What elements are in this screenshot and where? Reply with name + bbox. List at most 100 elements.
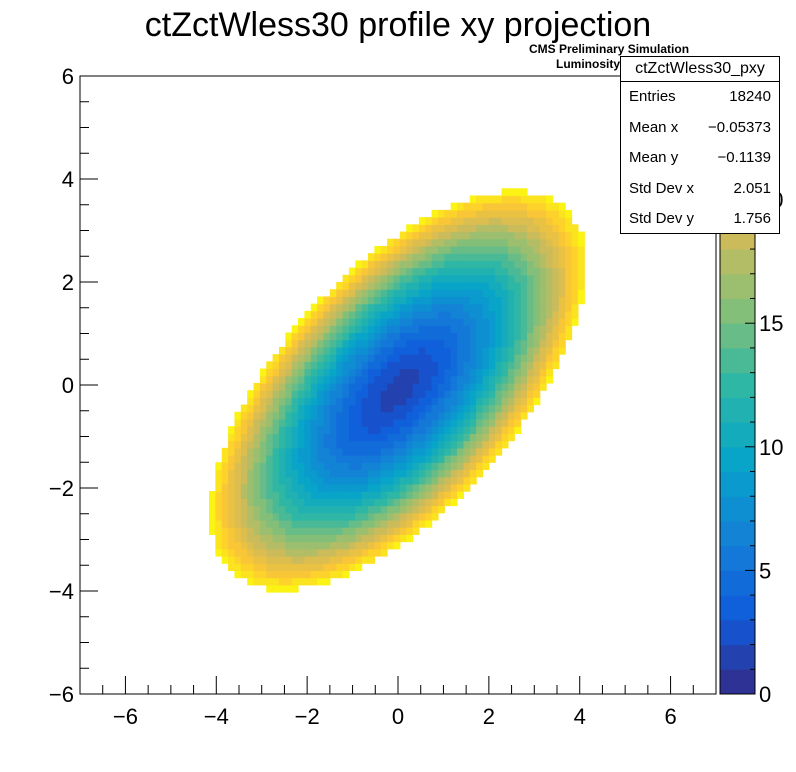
heatmap-cell: [234, 534, 242, 543]
heatmap-cell: [418, 433, 426, 442]
heatmap-cell: [329, 527, 337, 535]
heatmap-cell: [431, 346, 439, 355]
heatmap-cell: [387, 289, 395, 298]
heatmap-cell: [450, 375, 458, 384]
heatmap-cell: [329, 296, 337, 305]
heatmap-cell: [393, 318, 401, 326]
heatmap-cell: [444, 282, 452, 290]
heatmap-cell: [533, 332, 541, 341]
heatmap-cell: [368, 282, 375, 290]
heatmap-cell: [527, 310, 534, 319]
heatmap-cell: [291, 527, 299, 535]
heatmap-cell: [558, 274, 566, 283]
heatmap-cell: [406, 339, 414, 348]
heatmap-cell: [342, 339, 350, 348]
heatmap-cell: [546, 310, 554, 319]
heatmap-cell: [221, 447, 229, 456]
heatmap-cell: [533, 310, 541, 319]
heatmap-cell: [272, 375, 280, 384]
heatmap-cell: [399, 527, 407, 535]
heatmap-cell: [393, 245, 401, 254]
heatmap-cell: [253, 577, 261, 586]
heatmap-cell: [418, 483, 426, 492]
heatmap-cell: [507, 282, 515, 290]
heatmap-cell: [501, 404, 509, 413]
heatmap-cell: [514, 303, 522, 312]
heatmap-cell: [488, 289, 496, 298]
heatmap-cell: [412, 361, 420, 370]
heatmap-cell: [527, 325, 534, 334]
heatmap-cell: [348, 541, 356, 550]
heatmap-cell: [336, 491, 344, 499]
heatmap-cell: [463, 346, 471, 355]
heatmap-cell: [317, 541, 325, 550]
heatmap-cell: [431, 310, 439, 319]
heatmap-cell: [501, 296, 509, 305]
heatmap-cell: [450, 238, 458, 247]
heatmap-cell: [431, 253, 439, 261]
heatmap-cell: [444, 418, 452, 427]
heatmap-cell: [298, 447, 306, 456]
heatmap-cell: [298, 354, 306, 362]
heatmap-cell: [469, 462, 477, 471]
heatmap-cell: [209, 519, 216, 528]
heatmap-cell: [476, 440, 484, 449]
heatmap-cell: [476, 447, 484, 456]
heatmap-cell: [278, 534, 286, 543]
heatmap-cell: [329, 361, 337, 370]
heatmap-cell: [431, 361, 439, 370]
heatmap-cell: [368, 462, 375, 471]
heatmap-cell: [457, 289, 465, 298]
heatmap-cell: [457, 390, 465, 398]
heatmap-cell: [342, 433, 350, 442]
heatmap-cell: [431, 440, 439, 449]
heatmap-cell: [329, 534, 337, 543]
heatmap-cell: [565, 274, 573, 283]
heatmap-cell: [323, 505, 331, 514]
heatmap-cell: [577, 289, 585, 298]
heatmap-cell: [393, 498, 401, 507]
heatmap-cell: [387, 433, 395, 442]
heatmap-cell: [469, 426, 477, 435]
heatmap-cell: [520, 238, 528, 247]
heatmap-cell: [374, 260, 382, 269]
heatmap-cell: [520, 404, 528, 413]
heatmap-cell: [387, 332, 395, 341]
heatmap-cell: [259, 555, 267, 564]
heatmap-cell: [399, 368, 407, 377]
heatmap-cell: [291, 375, 299, 384]
heatmap-cell: [228, 426, 236, 435]
heatmap-cell: [259, 375, 267, 384]
heatmap-cell: [393, 512, 401, 521]
heatmap-cell: [552, 339, 560, 348]
heatmap-cell: [444, 332, 452, 341]
heatmap-cell: [361, 483, 369, 492]
heatmap-cell: [323, 483, 331, 492]
heatmap-cell: [418, 267, 426, 276]
heatmap-cell: [323, 541, 331, 550]
heatmap-cell: [304, 563, 312, 571]
heatmap-cell: [514, 426, 522, 435]
heatmap-cell: [355, 426, 363, 435]
heatmap-cell: [240, 491, 248, 499]
heatmap-cell: [527, 296, 534, 305]
heatmap-cell: [558, 267, 566, 276]
heatmap-cell: [533, 346, 541, 355]
heatmap-cell: [291, 368, 299, 377]
heatmap-cell: [253, 527, 261, 535]
heatmap-cell: [425, 289, 433, 298]
heatmap-cell: [514, 202, 522, 211]
heatmap-cell: [374, 541, 382, 550]
heatmap-cell: [463, 447, 471, 456]
heatmap-cell: [368, 512, 375, 521]
heatmap-cell: [399, 318, 407, 326]
heatmap-cell: [552, 253, 560, 261]
heatmap-cell: [514, 253, 522, 261]
heatmap-cell: [323, 411, 331, 420]
x-tick-label: −4: [204, 704, 229, 729]
heatmap-cell: [323, 325, 331, 334]
heatmap-cell: [342, 361, 350, 370]
heatmap-cell: [298, 534, 306, 543]
heatmap-cell: [469, 267, 477, 276]
heatmap-cell: [355, 440, 363, 449]
